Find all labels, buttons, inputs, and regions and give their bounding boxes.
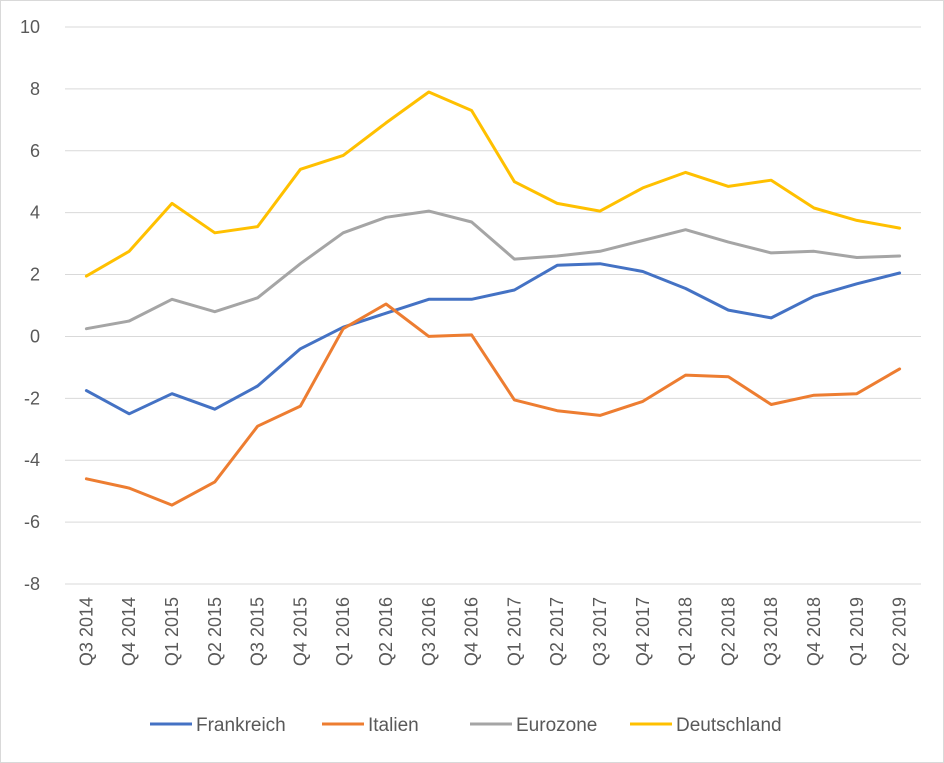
x-tick-label: Q1 2015 xyxy=(162,597,182,666)
x-tick-label: Q4 2016 xyxy=(462,597,482,666)
y-tick-label: -6 xyxy=(24,512,40,532)
legend-label-eurozone: Eurozone xyxy=(516,715,597,736)
y-tick-label: -8 xyxy=(24,574,40,594)
x-tick-label: Q3 2017 xyxy=(590,597,610,666)
x-tick-label: Q2 2017 xyxy=(547,597,567,666)
y-tick-label: 2 xyxy=(30,265,40,285)
y-axis-tick-labels: 10 8 6 4 2 0 -2 -4 -6 -8 xyxy=(20,17,40,594)
x-tick-label: Q1 2019 xyxy=(847,597,867,666)
x-tick-label: Q4 2015 xyxy=(290,597,310,666)
y-tick-label: 4 xyxy=(30,203,40,223)
x-tick-label: Q4 2014 xyxy=(119,597,139,666)
legend-label-frankreich: Frankreich xyxy=(196,715,286,736)
legend: Frankreich Italien Eurozone Deutschland xyxy=(150,715,782,736)
x-tick-label: Q3 2015 xyxy=(248,597,268,666)
x-axis-tick-labels: Q3 2014 Q4 2014 Q1 2015 Q2 2015 Q3 2015 Q4 20… xyxy=(76,597,909,666)
x-tick-label: Q4 2017 xyxy=(633,597,653,666)
series-line-eurozone xyxy=(84,209,902,331)
x-tick-label: Q1 2017 xyxy=(504,597,524,666)
series-line-deutschland xyxy=(84,90,902,278)
y-tick-label: 6 xyxy=(30,141,40,161)
x-tick-label: Q2 2018 xyxy=(718,597,738,666)
y-tick-label: 0 xyxy=(30,326,40,346)
series-line-frankreich xyxy=(84,262,902,416)
x-tick-label: Q2 2016 xyxy=(376,597,396,666)
legend-label-deutschland: Deutschland xyxy=(676,715,782,736)
x-tick-label: Q2 2015 xyxy=(205,597,225,666)
gridlines xyxy=(65,26,921,585)
x-tick-label: Q1 2016 xyxy=(333,597,353,666)
y-tick-label: -4 xyxy=(24,450,40,470)
y-tick-label: 10 xyxy=(20,17,40,37)
x-tick-label: Q1 2018 xyxy=(676,597,696,666)
y-tick-label: -2 xyxy=(24,388,40,408)
x-tick-label: Q2 2019 xyxy=(890,597,910,666)
series-line-italien xyxy=(84,302,902,507)
x-tick-label: Q3 2014 xyxy=(76,597,96,666)
legend-label-italien: Italien xyxy=(368,715,419,736)
x-tick-label: Q3 2018 xyxy=(761,597,781,666)
series-lines xyxy=(84,90,902,507)
x-tick-label: Q3 2016 xyxy=(419,597,439,666)
y-tick-label: 8 xyxy=(30,79,40,99)
x-tick-label: Q4 2018 xyxy=(804,597,824,666)
